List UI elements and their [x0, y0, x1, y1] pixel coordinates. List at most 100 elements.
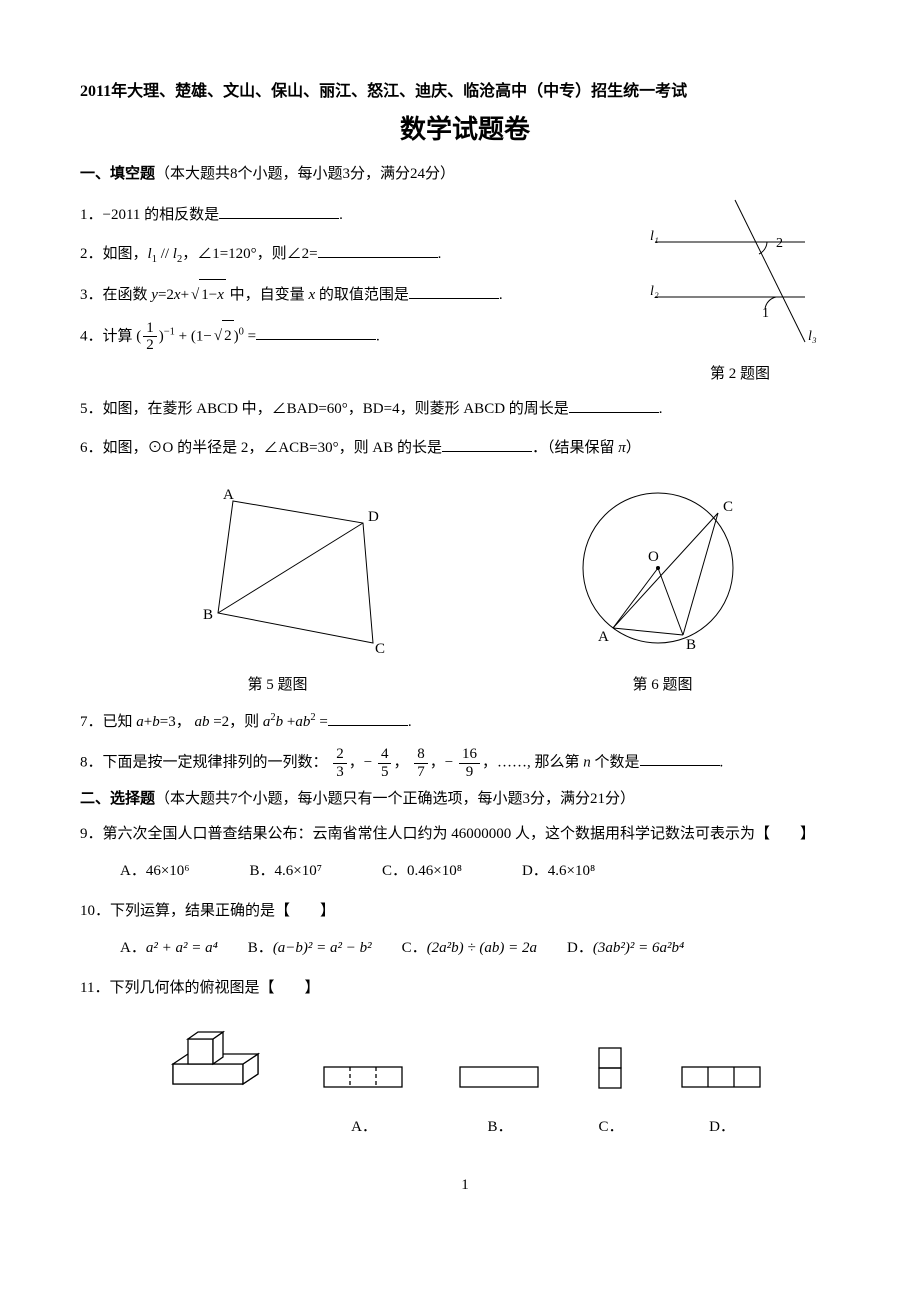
q1-post: .	[339, 207, 343, 223]
q6-center-dot	[656, 566, 660, 570]
q9-opt-a: A．46×10⁶	[120, 856, 190, 888]
q8-post: 个数是	[591, 754, 640, 770]
q11-solid	[163, 1024, 273, 1094]
q11-stem: 11．下列几何体的俯视图是【 】	[80, 973, 850, 1005]
q5-A: A	[223, 487, 234, 503]
q11-opt-c-fig	[591, 1044, 631, 1094]
q5-figure: A B C D	[163, 483, 393, 663]
q7-eq3: =	[316, 714, 328, 730]
q7-ab: ab	[194, 714, 209, 730]
q2-fig-l1: l₁	[650, 229, 659, 244]
q4-eq: =	[244, 328, 256, 344]
q7-pre: 7．已知	[80, 714, 136, 730]
q7-plus2: +	[283, 714, 295, 730]
q11-opt-d-fig	[677, 1059, 767, 1094]
q10-b-pre: B．	[248, 940, 273, 956]
q1-blank	[219, 203, 339, 219]
q4-frac-den: 2	[143, 337, 157, 354]
question-4: 4．计算 (12)−1 + (1−√2)0 =.	[80, 320, 630, 354]
question-7: 7．已知 a+b=3， ab =2，则 a2b +ab2 =.	[80, 707, 850, 739]
q8-n: n	[583, 754, 591, 770]
q8-end: .	[720, 754, 724, 770]
q5-text: 5．如图，在菱形 ABCD 中，∠BAD=60°，BD=4，则菱形 ABCD 的…	[80, 401, 569, 417]
q7-eq1: =3，	[160, 714, 195, 730]
q3-x1: x	[174, 287, 181, 303]
q10-opt-a: A．a² + a² = a⁴	[120, 933, 218, 965]
q4-exp1: −1	[164, 326, 175, 337]
q6-caption: 第 6 题图	[558, 674, 768, 697]
q2-blank	[318, 242, 438, 258]
q7-eq2: =2，则	[209, 714, 262, 730]
q11-label-d: D．	[677, 1112, 767, 1144]
q6-blank	[442, 436, 532, 452]
q5-blank	[569, 397, 659, 413]
q10-a-math: a² + a² = a⁴	[146, 940, 218, 956]
q4-sqrt-inner: 2	[222, 320, 234, 353]
section-2-label: 二、选择题	[80, 790, 155, 807]
q6-O: O	[648, 549, 659, 565]
q7-b: b	[152, 714, 160, 730]
q3-end: .	[499, 287, 503, 303]
section-1-desc: （本大题共8个小题，每小题3分，满分24分）	[155, 166, 455, 182]
q5-B: B	[203, 607, 213, 623]
q8-c1: ，−	[349, 754, 372, 770]
q8-f1d: 3	[333, 764, 347, 781]
q6-B: B	[686, 637, 696, 653]
q6-A: A	[598, 629, 609, 645]
q2-fig-l2: l₂	[650, 284, 659, 299]
q8-c4: ，……,	[482, 754, 531, 770]
q6-end2: ）	[626, 440, 641, 456]
q10-opt-d: D．(3ab²)² = 6a²b⁴	[567, 933, 684, 965]
question-1: 1．−2011 的相反数是.	[80, 200, 630, 232]
q6-end: ．（结果保留	[532, 440, 618, 456]
q10-b-math: (a−b)² = a² − b²	[273, 940, 372, 956]
q6-pi: π	[618, 440, 626, 456]
exam-title: 数学试题卷	[80, 110, 850, 149]
q7-a: a	[136, 714, 144, 730]
q10-c-pre: C．	[402, 940, 427, 956]
q4-frac-num: 1	[143, 320, 157, 338]
q1-pre: 1．−2011 的相反数是	[80, 207, 219, 223]
section-2-desc: （本大题共7个小题，每小题只有一个正确选项，每小题3分，满分21分）	[155, 791, 635, 807]
q8-f2n: 4	[378, 746, 392, 764]
section-2-heading: 二、选择题（本大题共7个小题，每小题只有一个正确选项，每小题3分，满分21分）	[80, 788, 850, 811]
q2-mid1: //	[157, 246, 173, 262]
q5-C: C	[375, 641, 385, 657]
q2-fig-a2: 2	[776, 236, 783, 251]
q8-f2d: 5	[378, 764, 392, 781]
q8-f1n: 2	[333, 746, 347, 764]
q2-caption: 第 2 题图	[630, 363, 850, 386]
q7-end: .	[408, 714, 412, 730]
q4-frac: 12	[143, 320, 157, 354]
section-1-heading: 一、填空题（本大题共8个小题，每小题3分，满分24分）	[80, 163, 850, 186]
q6-figure: O A B C	[558, 483, 768, 663]
question-3: 3．在函数 y=2x+√1−x 中，自变量 x 的取值范围是.	[80, 279, 630, 312]
q8-f3: 87	[414, 746, 428, 780]
question-8: 8．下面是按一定规律排列的一列数： 23，− 45， 87，− 169，……, …	[80, 746, 850, 780]
question-2: 2．如图，l1 // l2，∠1=120°，则∠2=.	[80, 239, 630, 271]
q6-figure-wrap: O A B C 第 6 题图	[558, 483, 768, 697]
q5-D: D	[368, 509, 379, 525]
q3-y: y	[151, 287, 158, 303]
question-10: 10．下列运算，结果正确的是【 】 A．a² + a² = a⁴ B．(a−b)…	[80, 896, 850, 965]
q3-blank	[409, 283, 499, 299]
q4-pre: 4．计算 (	[80, 328, 141, 344]
q8-f4: 169	[459, 746, 480, 780]
q8-f2: 45	[378, 746, 392, 780]
q5-caption: 第 5 题图	[163, 674, 393, 697]
q3-sqrt-pre: 1−	[201, 287, 217, 303]
q10-stem: 10．下列运算，结果正确的是【 】	[80, 896, 850, 928]
q3-pre: 3．在函数	[80, 287, 151, 303]
q4-sqrt: √2	[212, 320, 234, 353]
q11-label-c: C．	[591, 1112, 631, 1144]
q8-f1: 23	[333, 746, 347, 780]
q4-end: .	[376, 328, 380, 344]
q3-eq: =2	[158, 287, 174, 303]
question-9: 9．第六次全国人口普查结果公布：云南省常住人口约为 46000000 人，这个数…	[80, 819, 850, 888]
q11-label-a: A．	[319, 1112, 409, 1144]
question-11: 11．下列几何体的俯视图是【 】	[80, 973, 850, 1144]
q2-mid2: ，∠1=120°，则∠2=	[182, 246, 317, 262]
q8-f3d: 7	[414, 764, 428, 781]
q9-opt-c: C．0.46×10⁸	[382, 856, 462, 888]
q8-pre: 8．下面是按一定规律排列的一列数：	[80, 754, 328, 770]
